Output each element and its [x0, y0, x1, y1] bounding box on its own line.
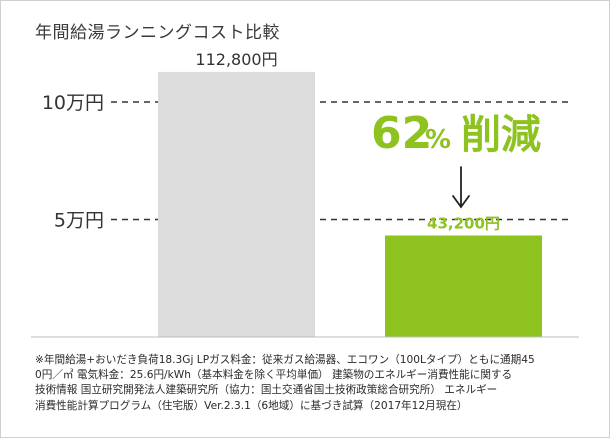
- annotation-text: 削減: [461, 112, 541, 158]
- down-arrow-icon: [452, 166, 470, 209]
- bar: [385, 235, 542, 337]
- data-label: 43,200円: [427, 214, 500, 232]
- y-tick-label: 10万円: [42, 92, 104, 114]
- y-tick-label: 5万円: [54, 210, 104, 232]
- footnote: ※年間給湯+おいだき負荷18.3Gj LPガス料金：従来ガス給湯器、エコワン（1…: [35, 353, 580, 414]
- data-label: 112,800円: [195, 50, 277, 69]
- annotation-number: 62: [371, 108, 432, 159]
- footnote-line: ※年間給湯+おいだき負荷18.3Gj LPガス料金：従来ガス給湯器、エコワン（1…: [35, 354, 535, 366]
- annotation-percent: %: [425, 125, 451, 155]
- chart-title: 年間給湯ランニングコスト比較: [35, 23, 280, 43]
- footnote-line: 技術情報 国立研究開発法人建築研究所（協力：国土交通省国土技術政策総合研究所） …: [35, 384, 498, 397]
- bar: [158, 71, 315, 338]
- footnote-line: 消費性能計算プログラム（住宅版）Ver.2.3.1（6地域）に基づき試算（201…: [35, 399, 468, 412]
- footnote-line: 0円／㎥ 電気料金：25.6円/kWh（基本料金を除く平均単価） 建築物のエネル…: [35, 369, 513, 382]
